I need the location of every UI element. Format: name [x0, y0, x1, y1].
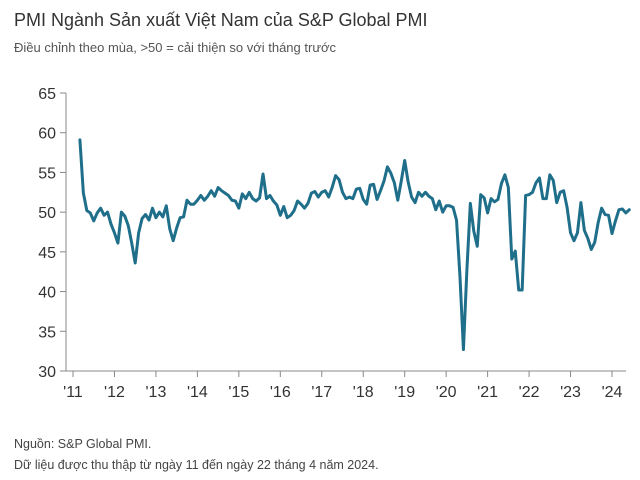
y-tick-label: 35: [38, 324, 56, 341]
y-tick-label: 40: [38, 285, 56, 302]
collection-note: Dữ liệu được thu thập từ ngày 11 đến ngà…: [14, 458, 379, 472]
y-axis: 30 35 40 45 50 55 60 65: [38, 86, 67, 381]
x-tick-label: '22: [519, 384, 540, 401]
x-tick-label: '20: [436, 384, 457, 401]
y-tick-label: 60: [38, 126, 56, 143]
x-tick-label: '14: [187, 384, 208, 401]
x-tick-label: '15: [228, 384, 249, 401]
series-layer: [78, 138, 631, 352]
x-tick-label: '11: [63, 384, 83, 401]
x-tick-label: '18: [353, 384, 374, 401]
pmi-series-line: [78, 138, 631, 352]
x-tick-label: '23: [560, 384, 581, 401]
y-tick-label: 50: [38, 205, 56, 222]
x-tick-label: '13: [145, 384, 166, 401]
x-tick-label: '24: [602, 384, 623, 401]
x-tick-label: '12: [104, 384, 125, 401]
y-tick-label: 30: [38, 364, 56, 381]
y-tick-label: 65: [38, 86, 56, 103]
y-tick-label: 45: [38, 245, 56, 262]
y-tick-label: 55: [38, 165, 56, 182]
source-note: Nguồn: S&P Global PMI.: [14, 437, 152, 451]
x-tick-label: '17: [311, 384, 332, 401]
x-tick-label: '19: [394, 384, 415, 401]
x-tick-label: '16: [270, 384, 291, 401]
chart-subtitle: Điều chỉnh theo mùa, >50 = cải thiện so …: [14, 40, 337, 55]
x-axis: '11 '12 '13 '14 '15 '16 '17 '18 '19 '20 '21 '22 '23 '…: [63, 370, 626, 401]
x-tick-label: '21: [477, 384, 498, 401]
chart-title: PMI Ngành Sản xuất Việt Nam của S&P Glob…: [14, 10, 428, 30]
